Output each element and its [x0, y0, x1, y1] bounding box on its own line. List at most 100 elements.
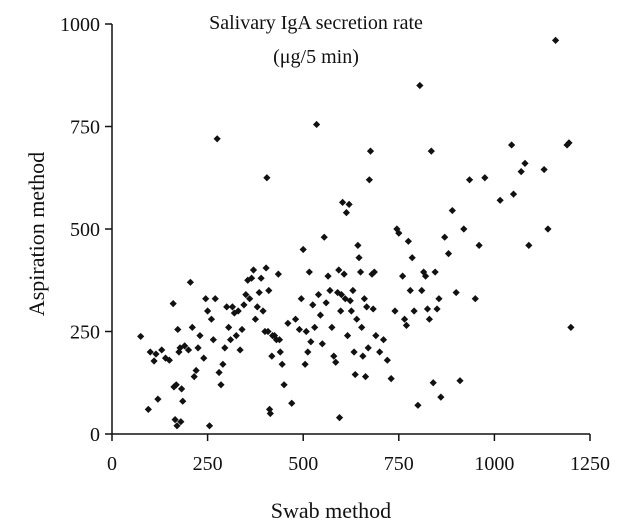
data-point [365, 176, 373, 184]
data-point [221, 344, 229, 352]
data-point [345, 200, 353, 208]
data-point [223, 303, 231, 311]
data-point [226, 336, 235, 344]
data-point [217, 381, 225, 389]
data-point [346, 297, 354, 305]
data-point [425, 315, 433, 323]
data-point [265, 405, 274, 413]
data-point [356, 268, 365, 276]
data-point [316, 311, 325, 319]
data-point [307, 338, 315, 346]
data-point [177, 385, 186, 393]
data-point [402, 321, 411, 329]
y-tick-label: 750 [70, 117, 100, 139]
data-point [372, 332, 380, 340]
data-point [340, 270, 348, 278]
data-point [253, 303, 261, 311]
data-point [429, 379, 437, 387]
data-point [335, 266, 343, 274]
ticks: 0 250 500 750 1000 1250 0 250 500 750 1000 [60, 14, 610, 475]
x-axis-title: Swab method [271, 498, 391, 523]
data-point [354, 241, 362, 249]
data-point [234, 307, 242, 315]
data-point [204, 307, 212, 315]
data-point [475, 241, 483, 249]
data-point [247, 274, 256, 282]
data-point [525, 241, 533, 249]
data-point [368, 270, 376, 278]
data-point [171, 416, 179, 424]
data-point [165, 356, 173, 364]
y-axis-title: Aspiration method [24, 152, 49, 316]
data-points [137, 36, 575, 430]
data-point [312, 120, 321, 129]
data-point [540, 165, 548, 174]
data-point [359, 352, 367, 360]
data-point [299, 245, 307, 254]
data-point [179, 397, 187, 405]
data-point [259, 307, 267, 315]
chart-subtitle: (μg/5 min) [273, 46, 359, 68]
data-point [177, 418, 185, 426]
data-point [211, 295, 219, 303]
data-point [200, 354, 208, 362]
data-point [215, 368, 223, 377]
data-point [137, 332, 145, 341]
data-point [391, 307, 399, 315]
data-point [173, 422, 181, 430]
data-point [441, 233, 449, 241]
data-point [361, 373, 370, 381]
data-point [408, 254, 416, 262]
data-point [181, 342, 189, 350]
data-point [295, 325, 303, 334]
data-point [509, 190, 518, 198]
data-point [280, 381, 288, 389]
data-point [169, 300, 177, 308]
data-point [370, 268, 378, 276]
data-point [172, 381, 180, 389]
data-point [496, 196, 504, 204]
data-point [404, 237, 412, 245]
data-point [437, 393, 445, 401]
data-point [228, 303, 237, 311]
data-point [318, 340, 326, 348]
y-tick-label: 500 [70, 219, 100, 241]
data-point [567, 323, 575, 331]
data-point [314, 291, 323, 299]
data-point [452, 288, 460, 297]
data-point [363, 303, 371, 311]
data-point [395, 229, 403, 237]
data-point [521, 159, 529, 167]
data-point [150, 357, 158, 365]
data-point [366, 147, 375, 155]
data-point [332, 358, 340, 366]
data-point [383, 356, 391, 364]
data-point [209, 336, 217, 344]
data-point [433, 305, 441, 313]
data-point [364, 344, 372, 352]
data-point [416, 81, 424, 90]
data-point [456, 377, 464, 385]
data-point [176, 344, 184, 352]
data-point [431, 268, 439, 276]
data-point [334, 288, 342, 297]
axes [111, 24, 590, 435]
data-point [342, 209, 351, 217]
data-point [184, 346, 193, 354]
data-point [278, 360, 286, 368]
data-point [565, 139, 573, 147]
data-point [320, 233, 328, 241]
data-point [481, 174, 489, 182]
data-point [288, 399, 296, 407]
data-point [418, 286, 426, 295]
data-point [207, 315, 216, 323]
data-point [421, 272, 430, 280]
x-tick-label: 250 [193, 453, 223, 475]
data-point [236, 346, 244, 354]
data-point [205, 422, 214, 430]
data-point [400, 315, 409, 323]
data-point [427, 147, 435, 155]
data-point [444, 250, 453, 258]
x-tick-label: 500 [288, 453, 318, 475]
data-point [251, 315, 259, 323]
